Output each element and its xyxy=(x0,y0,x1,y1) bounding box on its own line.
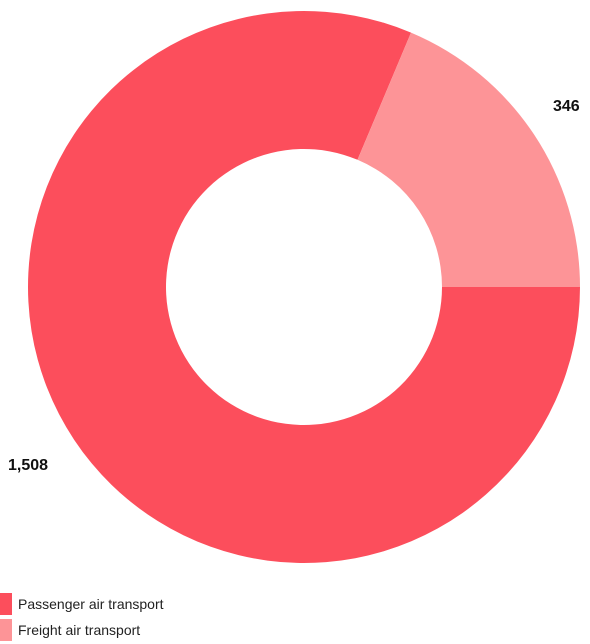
data-label-freight: 346 xyxy=(553,98,580,115)
legend-swatch-freight xyxy=(0,619,12,641)
data-label-passenger: 1,508 xyxy=(8,457,48,474)
donut-slices xyxy=(27,10,580,564)
legend-swatch-passenger xyxy=(0,593,12,615)
legend: Passenger air transport Freight air tran… xyxy=(0,591,320,643)
legend-label-passenger: Passenger air transport xyxy=(18,596,164,612)
slice-passenger[interactable] xyxy=(27,10,580,564)
legend-label-freight: Freight air transport xyxy=(18,622,141,638)
legend-item-passenger[interactable]: Passenger air transport xyxy=(0,591,320,617)
slice-freight[interactable] xyxy=(357,32,580,288)
legend-item-freight[interactable]: Freight air transport xyxy=(0,617,320,643)
